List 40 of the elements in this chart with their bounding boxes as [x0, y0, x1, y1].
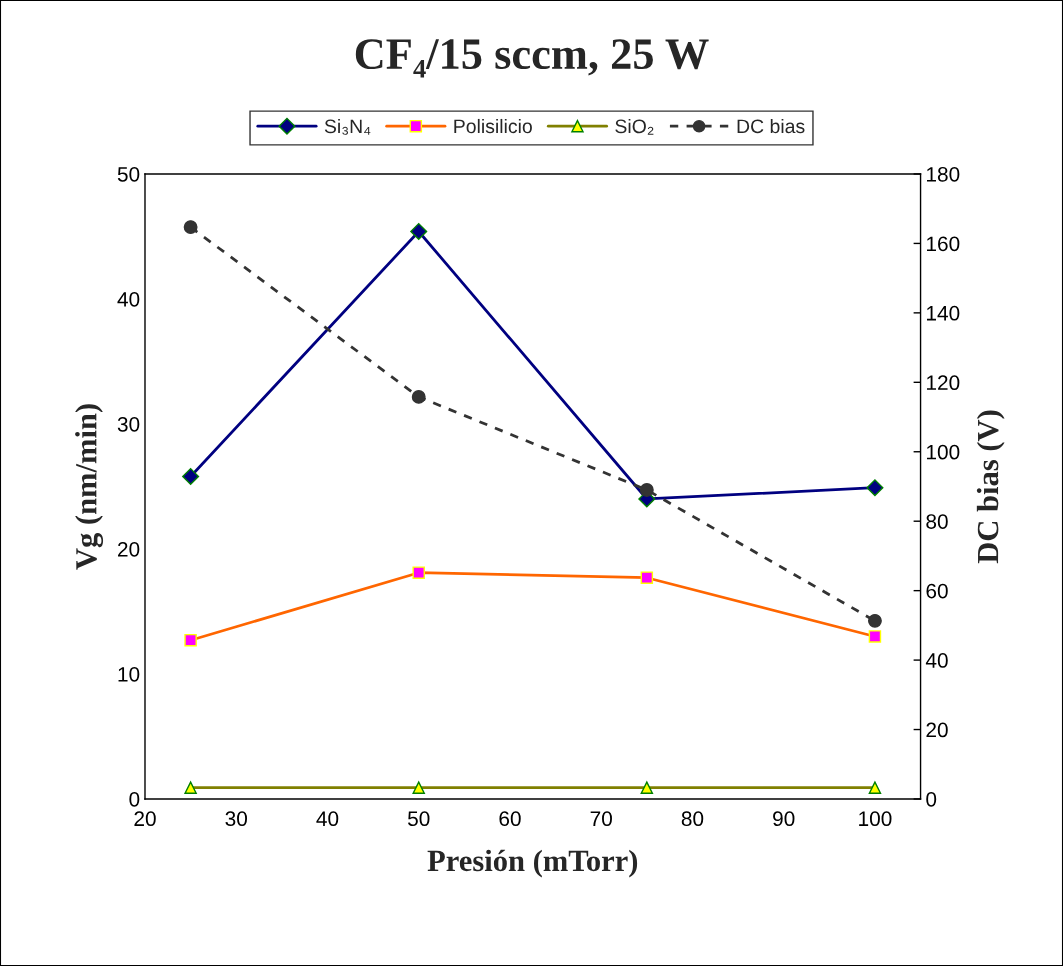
legend-label: SiO₂: [615, 118, 654, 135]
x-tick-label: 60: [499, 811, 521, 827]
y2-tick-label: 80: [926, 514, 948, 529]
x-tick-label: 30: [225, 811, 248, 827]
y2-tick-label: 100: [927, 444, 960, 460]
y-axis-title: Vg (nm/min): [75, 404, 104, 570]
y2-tick-label: 40: [925, 653, 948, 668]
point: [411, 389, 426, 404]
y-tick-label: 50: [117, 166, 140, 182]
legend-label: DC bias: [737, 118, 805, 134]
x-tick-label: 50: [407, 811, 430, 827]
y2-tick-label: 60: [926, 583, 948, 599]
x-tick-label: 20: [134, 811, 156, 827]
x-axis-title: Presión (mTorr): [427, 849, 638, 878]
y2-tick-label: 160: [927, 236, 960, 252]
x-tick-label: 40: [316, 811, 339, 827]
point: [866, 479, 884, 497]
point: [183, 220, 198, 235]
point: [182, 467, 200, 486]
legend-label: Polisilicio: [454, 118, 532, 134]
y-tick-label: 0: [129, 791, 140, 807]
y-tick-label: 30: [117, 416, 140, 432]
y-tick-label: 20: [118, 541, 140, 557]
legend-label: Si₃N₄: [324, 118, 371, 135]
y2-tick-label: 120: [927, 375, 960, 391]
y2-tick-label: 140: [927, 305, 960, 321]
y2-tick-label: 0: [926, 791, 937, 807]
chart-title: CF₄/15 sccm, 25 W: [355, 39, 709, 78]
y-tick-label: 40: [117, 291, 140, 307]
y2-tick-label: 180: [927, 166, 960, 182]
y-tick-label: 10: [118, 666, 140, 682]
point: [639, 483, 654, 497]
point: [410, 222, 428, 241]
y2-tick-label: 20: [926, 722, 948, 738]
y2-axis-title: DC bias (V): [976, 410, 1005, 564]
x-tick-label: 90: [773, 811, 795, 827]
x-tick-label: 100: [859, 811, 892, 827]
x-tick-label: 70: [590, 811, 612, 827]
x-tick-label: 80: [681, 811, 704, 827]
point: [867, 613, 882, 628]
